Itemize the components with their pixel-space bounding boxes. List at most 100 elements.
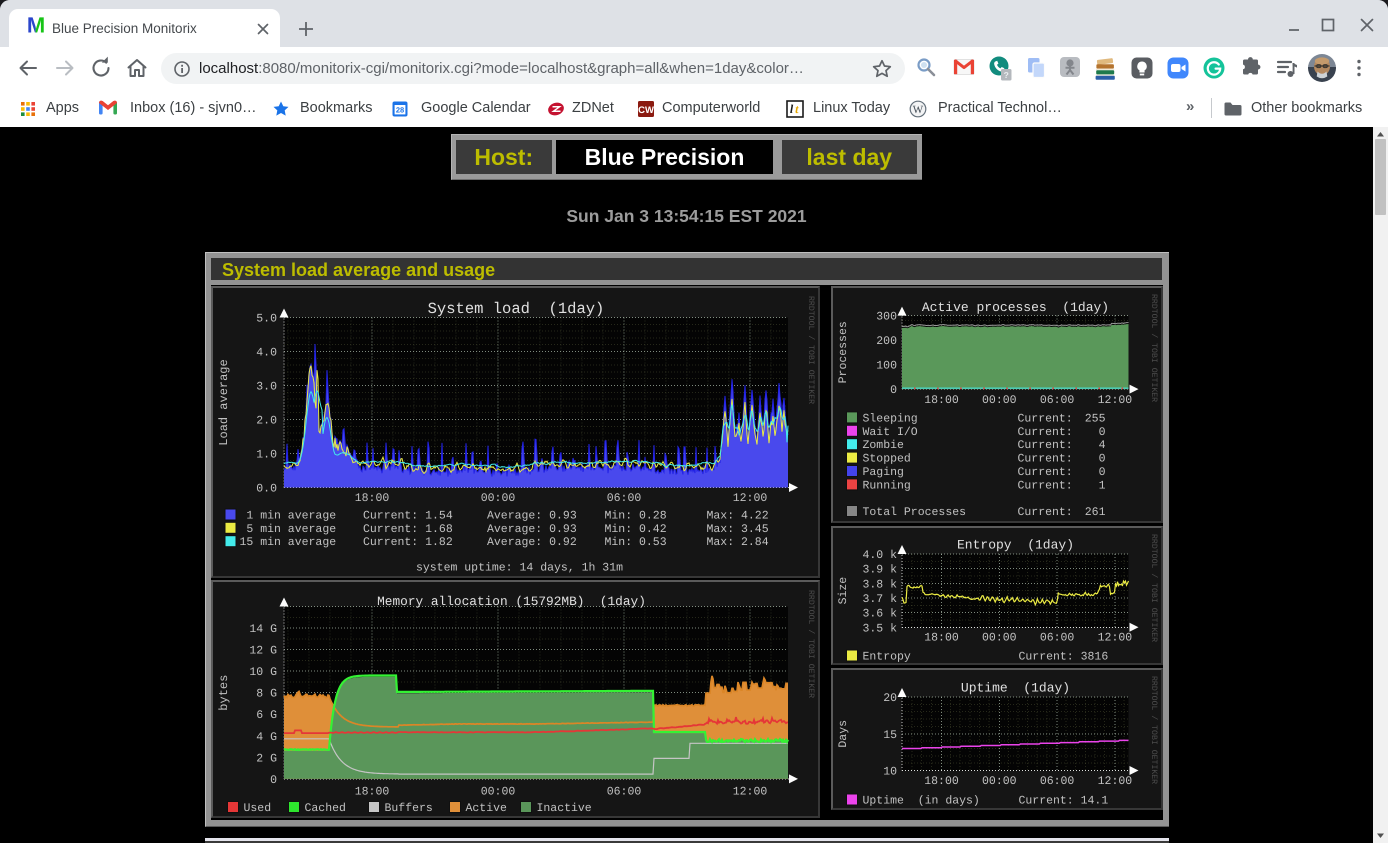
svg-text:bytes: bytes: [217, 674, 231, 710]
svg-text:M: M: [27, 13, 45, 35]
svg-text:8 G: 8 G: [256, 687, 277, 700]
svg-text:10: 10: [883, 765, 897, 778]
svg-text:Average: 0.92: Average: 0.92: [487, 536, 577, 549]
svg-text:Processes: Processes: [837, 321, 850, 383]
svg-text:06:00: 06:00: [1039, 394, 1074, 407]
svg-text:CW: CW: [638, 105, 654, 116]
svg-text:Average: 0.93: Average: 0.93: [487, 523, 577, 536]
svg-text:Max: 3.45: Max: 3.45: [707, 523, 769, 536]
svg-text:10 G: 10 G: [249, 666, 277, 679]
svg-text:Current:: Current:: [1017, 426, 1072, 439]
svg-text:RRDTOOL / TOBI OETIKER: RRDTOOL / TOBI OETIKER: [1149, 294, 1158, 402]
svg-text:Min: 0.28: Min: 0.28: [605, 510, 667, 523]
svg-text:12:00: 12:00: [733, 785, 768, 798]
svg-text:3.5 k: 3.5 k: [862, 622, 897, 635]
svg-text:18:00: 18:00: [355, 785, 390, 798]
svg-text:261: 261: [1084, 506, 1105, 519]
svg-text:00:00: 00:00: [982, 774, 1017, 787]
svg-text:00:00: 00:00: [481, 785, 516, 798]
svg-text:Entropy (1day): Entropy (1day): [956, 537, 1073, 552]
svg-text:Current:: Current:: [1017, 466, 1072, 479]
svg-text:18:00: 18:00: [924, 631, 959, 644]
svg-text:1: 1: [1098, 479, 1105, 492]
svg-text:1.0: 1.0: [256, 449, 277, 462]
svg-text:Current:: Current:: [1017, 412, 1072, 425]
svg-text:Days: Days: [837, 719, 850, 747]
svg-text:3.9 k: 3.9 k: [862, 563, 897, 576]
svg-text:200: 200: [876, 335, 897, 348]
svg-text:Wait I/O: Wait I/O: [862, 426, 917, 439]
svg-text:Zombie: Zombie: [862, 439, 904, 452]
svg-text:Current: 3816: Current: 3816: [1018, 650, 1108, 663]
svg-text:Current:: Current:: [1017, 479, 1072, 492]
svg-text:2.0: 2.0: [256, 415, 277, 428]
svg-text:4 G: 4 G: [256, 730, 277, 743]
svg-text:15: 15: [883, 728, 897, 741]
svg-text:Current: 1.54: Current: 1.54: [363, 510, 453, 523]
svg-text:Max: 4.22: Max: 4.22: [707, 510, 769, 523]
svg-text:Current:: Current:: [1017, 439, 1072, 452]
svg-text:300: 300: [876, 311, 897, 324]
svg-text:system uptime: 14 days, 1h 31m: system uptime: 14 days, 1h 31m: [416, 562, 623, 575]
svg-text:Memory allocation (15792MB) (: Memory allocation (15792MB) (1day): [377, 594, 646, 609]
svg-text:00:00: 00:00: [481, 492, 516, 505]
svg-text:Max: 2.84: Max: 2.84: [707, 536, 769, 549]
svg-text:Total Processes: Total Processes: [862, 506, 966, 519]
svg-text:12:00: 12:00: [1097, 394, 1132, 407]
svg-text:l: l: [790, 102, 794, 116]
svg-text:Paging: Paging: [862, 466, 903, 479]
svg-text:18:00: 18:00: [355, 492, 390, 505]
svg-text:12 G: 12 G: [249, 644, 277, 657]
svg-text:3.6 k: 3.6 k: [862, 607, 897, 620]
svg-text:0: 0: [1098, 426, 1105, 439]
svg-text:Current: 1.82: Current: 1.82: [363, 536, 453, 549]
svg-text:4: 4: [1098, 439, 1105, 452]
svg-text:t: t: [795, 102, 799, 116]
svg-text:0: 0: [890, 384, 897, 397]
svg-text:RRDTOOL / TOBI OETIKER: RRDTOOL / TOBI OETIKER: [806, 590, 815, 698]
svg-text:System load (1day): System load (1day): [428, 300, 605, 318]
svg-text:RRDTOOL / TOBI OETIKER: RRDTOOL / TOBI OETIKER: [1149, 676, 1158, 784]
svg-text:100: 100: [876, 360, 897, 373]
svg-text:M: M: [27, 13, 45, 35]
svg-text:Size: Size: [837, 576, 850, 604]
svg-text:Min: 0.42: Min: 0.42: [605, 523, 667, 536]
svg-text:0: 0: [1098, 453, 1105, 466]
svg-text:Uptime (1day): Uptime (1day): [960, 680, 1069, 695]
svg-text:0.0: 0.0: [256, 483, 277, 496]
svg-text:Current:: Current:: [1017, 506, 1072, 519]
svg-text:Current: 14.1: Current: 14.1: [1018, 794, 1108, 807]
svg-text:RRDTOOL / TOBI OETIKER: RRDTOOL / TOBI OETIKER: [1149, 534, 1158, 642]
svg-text:Running: Running: [862, 479, 910, 492]
svg-text:3.7 k: 3.7 k: [862, 593, 897, 606]
svg-text:28: 28: [396, 105, 404, 114]
svg-text:Sleeping: Sleeping: [862, 412, 917, 425]
svg-text:4.0: 4.0: [256, 347, 277, 360]
svg-text:06:00: 06:00: [607, 785, 642, 798]
svg-text:12:00: 12:00: [1097, 631, 1132, 644]
svg-text:RRDTOOL / TOBI OETIKER: RRDTOOL / TOBI OETIKER: [806, 296, 815, 404]
svg-text:Active processes (1day): Active processes (1day): [921, 300, 1108, 315]
svg-text:18:00: 18:00: [924, 774, 959, 787]
svg-text:0: 0: [270, 773, 277, 786]
svg-text:2 G: 2 G: [256, 752, 277, 765]
svg-text:W: W: [913, 104, 924, 116]
svg-text:Active: Active: [466, 802, 508, 815]
svg-text:00:00: 00:00: [982, 394, 1017, 407]
svg-text:Min: 0.53: Min: 0.53: [605, 536, 667, 549]
svg-text:12:00: 12:00: [733, 492, 768, 505]
svg-text:Stopped: Stopped: [862, 453, 910, 466]
svg-text:Average: 0.93: Average: 0.93: [487, 510, 577, 523]
svg-text:5 min average: 5 min average: [240, 523, 337, 536]
svg-text:Current: 1.68: Current: 1.68: [363, 523, 453, 536]
svg-text:6 G: 6 G: [256, 709, 277, 722]
svg-text:Used: Used: [244, 802, 272, 815]
svg-text:06:00: 06:00: [607, 492, 642, 505]
svg-text:0: 0: [1098, 466, 1105, 479]
svg-text:12:00: 12:00: [1097, 774, 1132, 787]
svg-text:?: ?: [1004, 70, 1009, 80]
svg-text:Current:: Current:: [1017, 453, 1072, 466]
svg-text:Buffers: Buffers: [385, 802, 433, 815]
svg-text:5.0: 5.0: [256, 313, 277, 326]
svg-text:00:00: 00:00: [982, 631, 1017, 644]
